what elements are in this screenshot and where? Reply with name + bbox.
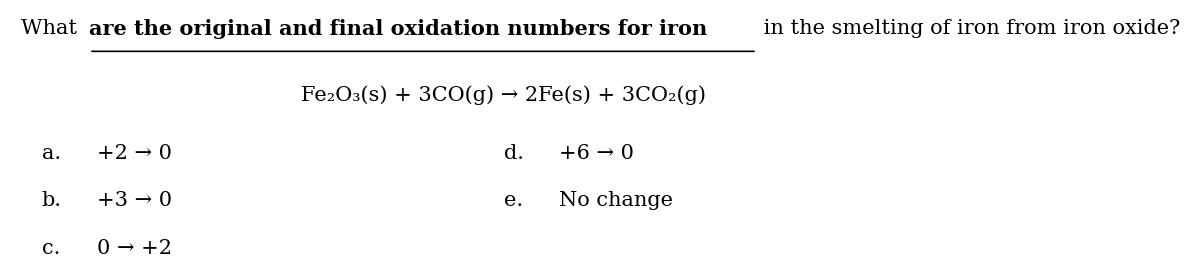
Text: c.: c.	[42, 239, 60, 258]
Text: No change: No change	[559, 191, 673, 211]
Text: 0 → +2: 0 → +2	[97, 239, 172, 258]
Text: in the smelting of iron from iron oxide?: in the smelting of iron from iron oxide?	[757, 20, 1180, 38]
Text: Fe₂O₃(s) + 3CO(g) → 2Fe(s) + 3CO₂(g): Fe₂O₃(s) + 3CO(g) → 2Fe(s) + 3CO₂(g)	[301, 85, 706, 105]
Text: are the original and final oxidation numbers for iron: are the original and final oxidation num…	[89, 20, 707, 39]
Text: b.: b.	[42, 191, 61, 211]
Text: +6 → 0: +6 → 0	[559, 144, 634, 163]
Text: +3 → 0: +3 → 0	[97, 191, 172, 211]
Text: a.: a.	[42, 144, 61, 163]
Text: e.: e.	[504, 191, 523, 211]
Text: What: What	[22, 20, 84, 38]
Text: +2 → 0: +2 → 0	[97, 144, 172, 163]
Text: d.: d.	[504, 144, 523, 163]
